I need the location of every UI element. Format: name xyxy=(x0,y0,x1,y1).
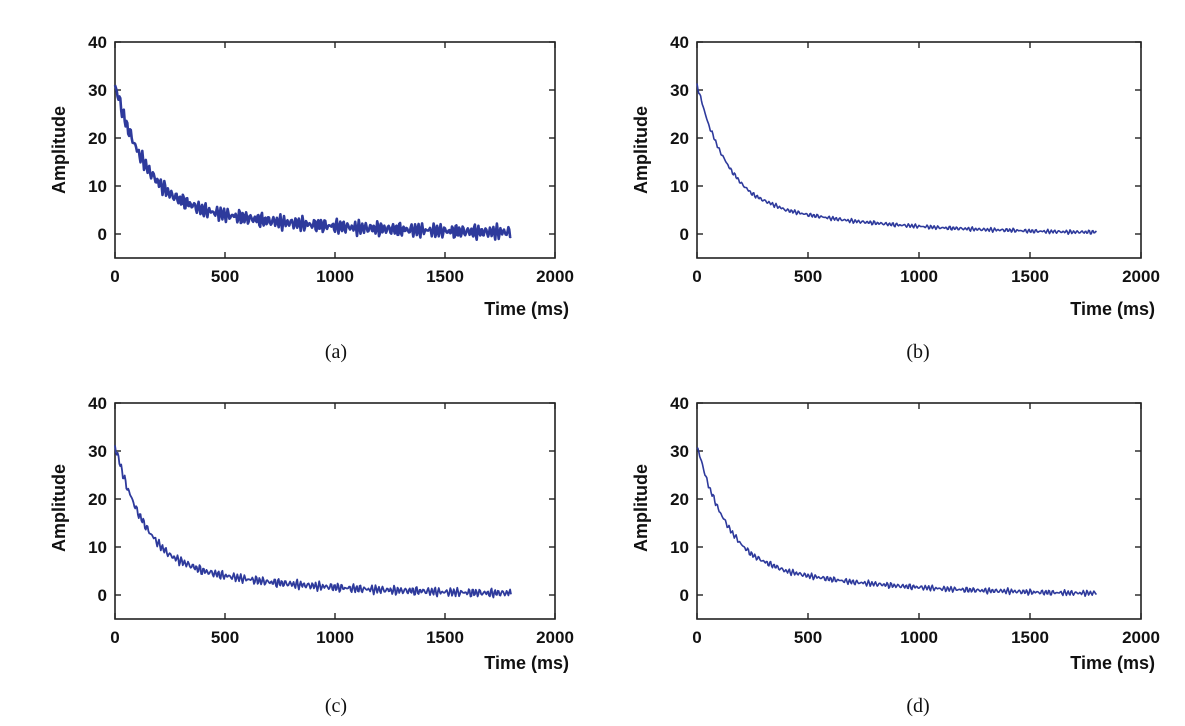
decay-curve xyxy=(696,447,1097,597)
x-tick-label: 500 xyxy=(794,628,822,647)
y-tick-label: 30 xyxy=(88,81,107,100)
y-axis-label: Amplitude xyxy=(49,464,69,552)
y-tick-label: 40 xyxy=(670,394,689,413)
axis-ticks xyxy=(114,41,556,258)
y-tick-labels: 0 10 20 30 40 xyxy=(88,33,107,244)
y-tick-label: 30 xyxy=(88,442,107,461)
y-tick-label: 40 xyxy=(670,33,689,52)
x-tick-label: 1000 xyxy=(316,628,354,647)
y-tick-label: 10 xyxy=(88,177,107,196)
panel-caption: (c) xyxy=(325,695,347,717)
y-tick-label: 30 xyxy=(670,81,689,100)
x-tick-label: 2000 xyxy=(536,267,574,286)
axis-ticks xyxy=(114,402,556,619)
panel-caption: (d) xyxy=(906,695,929,717)
y-tick-label: 0 xyxy=(680,225,689,244)
y-tick-labels: 0 10 20 30 40 xyxy=(670,33,689,244)
panel-b: 0 10 20 30 40 0 500 1000 1500 2000 Ampli… xyxy=(631,33,1160,363)
decay-curve xyxy=(114,445,512,599)
x-tick-label: 0 xyxy=(110,267,119,286)
y-tick-label: 0 xyxy=(680,586,689,605)
x-tick-label: 1500 xyxy=(426,267,464,286)
x-tick-label: 1000 xyxy=(316,267,354,286)
x-tick-label: 0 xyxy=(692,628,701,647)
y-axis-label: Amplitude xyxy=(49,106,69,194)
panel-caption: (a) xyxy=(325,341,347,363)
x-tick-label: 0 xyxy=(692,267,701,286)
x-tick-label: 1500 xyxy=(1011,628,1049,647)
x-tick-label: 500 xyxy=(211,267,239,286)
panel-d: 0 10 20 30 40 0 500 1000 1500 2000 Ampli… xyxy=(631,394,1160,717)
x-tick-labels: 0 500 1000 1500 2000 xyxy=(110,628,574,647)
x-tick-label: 2000 xyxy=(536,628,574,647)
x-tick-labels: 0 500 1000 1500 2000 xyxy=(692,267,1160,286)
y-tick-label: 20 xyxy=(88,490,107,509)
y-tick-label: 10 xyxy=(670,177,689,196)
x-tick-label: 0 xyxy=(110,628,119,647)
y-tick-label: 10 xyxy=(88,538,107,557)
y-tick-label: 20 xyxy=(670,129,689,148)
y-tick-label: 40 xyxy=(88,33,107,52)
y-axis-label: Amplitude xyxy=(631,106,651,194)
y-tick-label: 30 xyxy=(670,442,689,461)
x-tick-label: 1500 xyxy=(1011,267,1049,286)
y-tick-labels: 0 10 20 30 40 xyxy=(88,394,107,605)
panel-caption: (b) xyxy=(906,341,929,363)
panel-a: 0 10 20 30 40 0 500 1000 1500 2000 Ampli… xyxy=(49,33,574,363)
x-axis-label: Time (ms) xyxy=(1070,299,1155,319)
axis-ticks xyxy=(696,402,1142,619)
x-axis-label: Time (ms) xyxy=(484,653,569,673)
x-tick-label: 2000 xyxy=(1122,628,1160,647)
x-axis-label: Time (ms) xyxy=(1070,653,1155,673)
decay-curve xyxy=(113,84,512,241)
x-tick-labels: 0 500 1000 1500 2000 xyxy=(110,267,574,286)
x-axis-label: Time (ms) xyxy=(484,299,569,319)
y-tick-labels: 0 10 20 30 40 xyxy=(670,394,689,605)
plot-frame xyxy=(696,402,1142,620)
x-tick-label: 500 xyxy=(211,628,239,647)
decay-curve xyxy=(696,83,1097,235)
x-tick-label: 500 xyxy=(794,267,822,286)
panel-c: 0 10 20 30 40 0 500 1000 1500 2000 Ampli… xyxy=(49,394,574,717)
y-tick-label: 0 xyxy=(98,586,107,605)
y-tick-label: 10 xyxy=(670,538,689,557)
x-tick-label: 1000 xyxy=(900,628,938,647)
x-tick-labels: 0 500 1000 1500 2000 xyxy=(692,628,1160,647)
y-tick-label: 0 xyxy=(98,225,107,244)
y-tick-label: 20 xyxy=(88,129,107,148)
x-tick-label: 2000 xyxy=(1122,267,1160,286)
x-tick-label: 1000 xyxy=(900,267,938,286)
y-tick-label: 20 xyxy=(670,490,689,509)
y-axis-label: Amplitude xyxy=(631,464,651,552)
x-tick-label: 1500 xyxy=(426,628,464,647)
y-tick-label: 40 xyxy=(88,394,107,413)
